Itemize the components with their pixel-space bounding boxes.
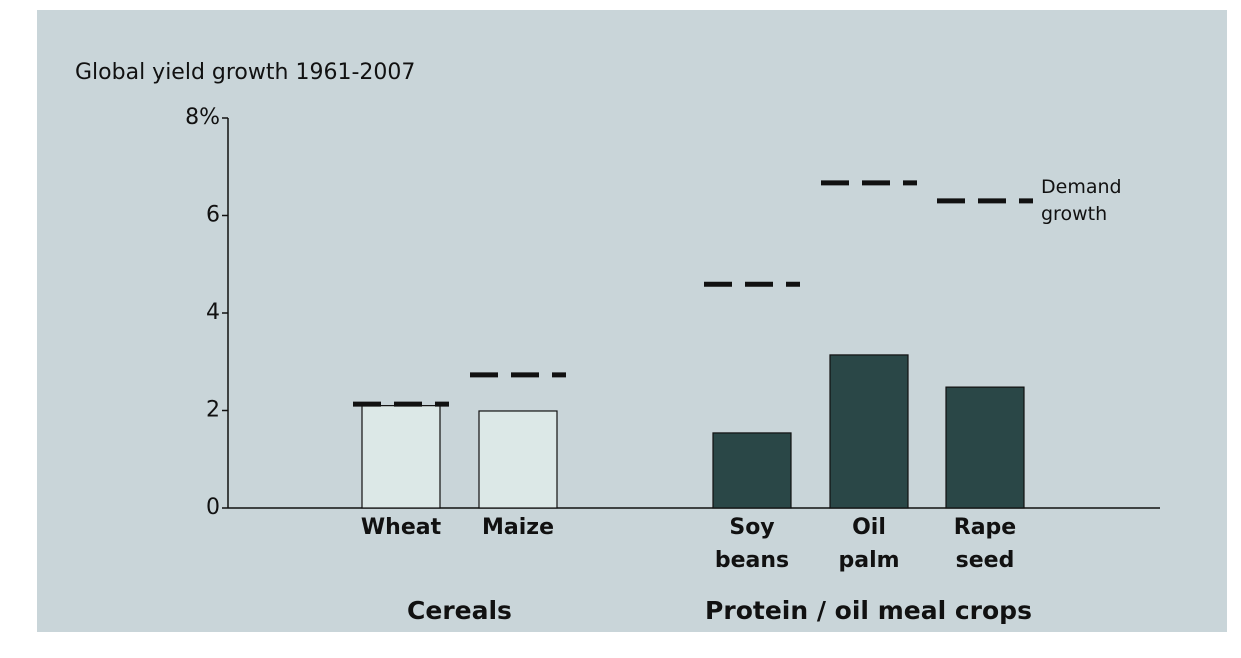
- bar: [478, 410, 558, 509]
- y-tick-label: 4: [206, 300, 220, 325]
- bar: [829, 354, 909, 509]
- y-tick-label: 2: [206, 398, 220, 423]
- bar: [945, 386, 1025, 509]
- x-tick-label: Maize: [482, 515, 554, 540]
- x-tick-label: Soy beans: [715, 515, 789, 573]
- x-tick-label: Rape seed: [954, 515, 1016, 573]
- y-tick-label: 0: [206, 495, 220, 520]
- panel: [37, 10, 1227, 632]
- bar: [361, 405, 441, 509]
- y-tick-label: 6: [206, 203, 220, 228]
- x-tick-label: Wheat: [361, 515, 442, 540]
- x-tick-label: Oil palm: [838, 515, 899, 573]
- group-label: Cereals: [407, 596, 512, 625]
- chart-title: Global yield growth 1961-2007: [75, 60, 415, 85]
- group-label: Protein / oil meal crops: [705, 596, 1032, 625]
- y-tick-label: 8%: [185, 105, 220, 130]
- bar: [712, 432, 792, 509]
- annotation: Demand growth: [1041, 176, 1122, 225]
